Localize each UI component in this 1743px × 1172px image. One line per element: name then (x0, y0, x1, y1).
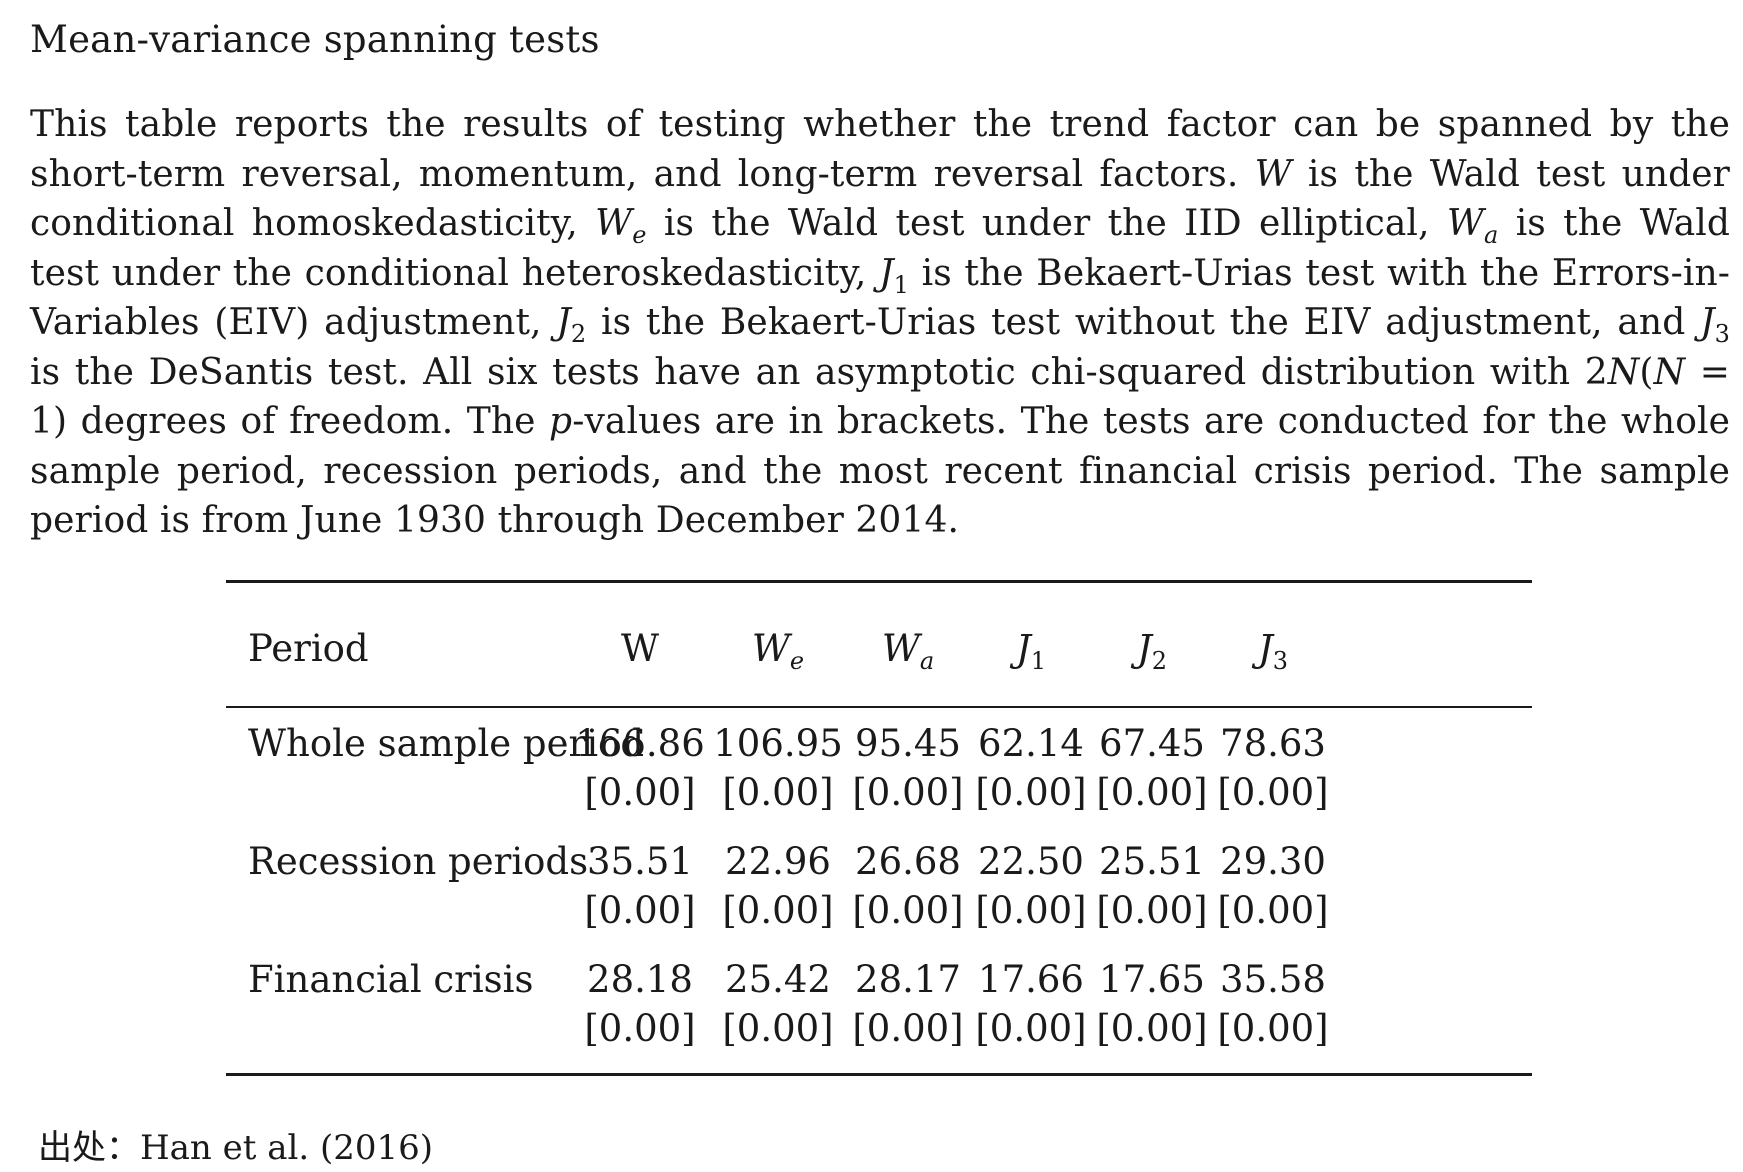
table-cell: 29.30 [0.00] (1217, 840, 1329, 932)
header-col-w: W (620, 627, 660, 670)
table-cell: 22.96 [0.00] (722, 840, 834, 932)
header-col-j3: J3 (1257, 627, 1289, 675)
table-cell: 28.18 [0.00] (584, 958, 696, 1050)
header-col-j2: J2 (1136, 627, 1168, 675)
table-cell: 25.51 [0.00] (1096, 840, 1208, 932)
table-title: Mean-variance spanning tests (30, 18, 600, 61)
header-col-we: We (751, 627, 805, 675)
table-header-rule (226, 706, 1532, 708)
header-col-wa: Wa (881, 627, 935, 675)
table-cell: 28.17 [0.00] (852, 958, 964, 1050)
table-cell: 78.63 [0.00] (1217, 722, 1329, 814)
header-period: Period (248, 627, 369, 670)
table-bottom-rule (226, 1073, 1532, 1076)
source-citation: 出处：Han et al. (2016) (38, 1128, 434, 1168)
row-label: Whole sample period (248, 722, 644, 765)
header-col-j1: J1 (1015, 627, 1047, 675)
table-cell: 62.14 [0.00] (975, 722, 1087, 814)
table-top-rule (226, 580, 1532, 583)
table-cell: 25.42 [0.00] (722, 958, 834, 1050)
table-cell: 106.95 [0.00] (713, 722, 843, 814)
table-cell: 22.50 [0.00] (975, 840, 1087, 932)
row-label: Recession periods (248, 840, 589, 883)
table-cell: 17.66 [0.00] (975, 958, 1087, 1050)
table-cell: 35.51 [0.00] (584, 840, 696, 932)
table-cell: 17.65 [0.00] (1096, 958, 1208, 1050)
table-cell: 26.68 [0.00] (852, 840, 964, 932)
table-cell: 35.58 [0.00] (1217, 958, 1329, 1050)
row-label: Financial crisis (248, 958, 534, 1001)
table-cell: 67.45 [0.00] (1096, 722, 1208, 814)
table-cell: 95.45 [0.00] (852, 722, 964, 814)
table-cell: 166.86 [0.00] (575, 722, 705, 814)
table-caption: This table reports the results of testin… (30, 104, 1731, 541)
